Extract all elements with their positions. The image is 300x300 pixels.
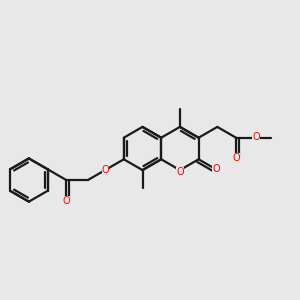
Text: O: O <box>212 164 220 174</box>
Text: O: O <box>232 154 240 164</box>
Text: O: O <box>102 164 110 175</box>
Text: O: O <box>252 132 260 142</box>
Text: O: O <box>62 196 70 206</box>
Text: O: O <box>176 167 184 177</box>
